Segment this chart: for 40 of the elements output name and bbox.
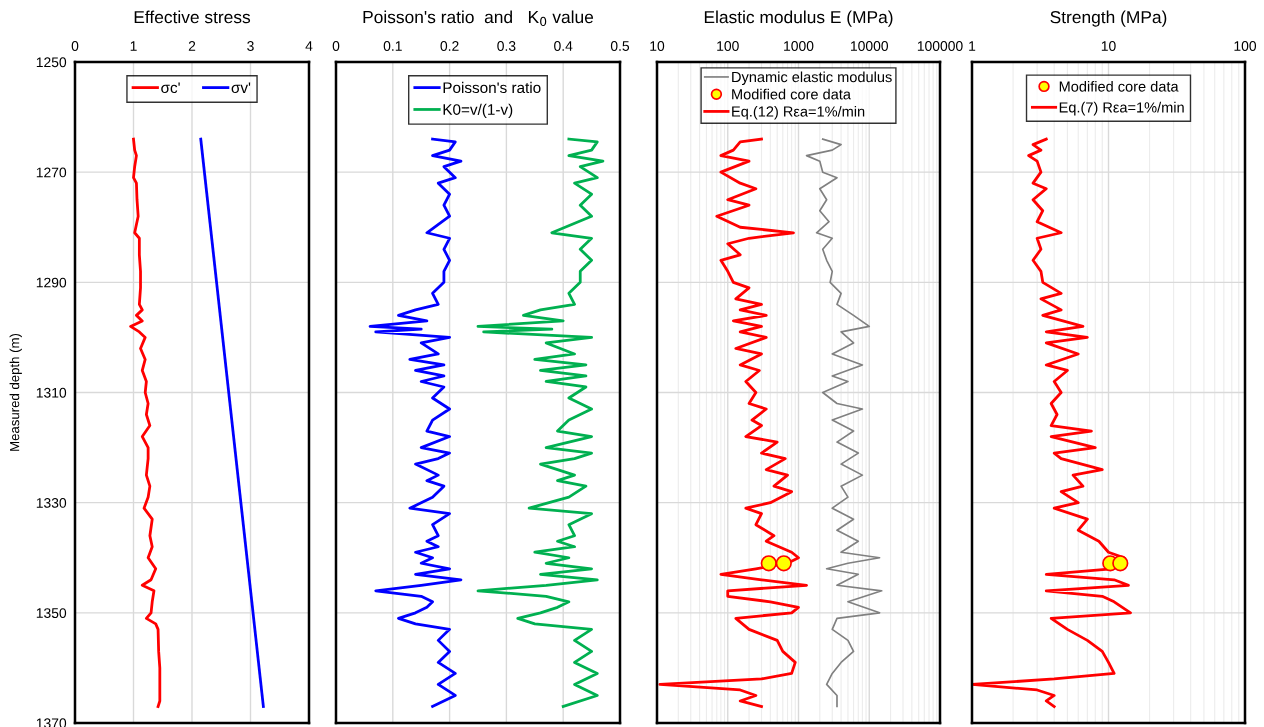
chart-title: Poisson's ratio and K$_{0}$ value	[363, 10, 594, 27]
x-tick-label: 1	[969, 41, 976, 51]
x-tick-label: 0.5	[610, 41, 630, 51]
x-tick-label: 2	[188, 41, 196, 51]
y-tick-label: 1250	[36, 57, 67, 68]
line-series	[129, 137, 162, 708]
y-tick-label: 1290	[36, 277, 67, 288]
legend-label: σc'	[161, 82, 180, 94]
legend-label: Dynamic elastic modulus	[732, 71, 892, 86]
y-tick-label: 1310	[36, 387, 67, 398]
legend-label: K0=v/(1-v)	[443, 103, 513, 118]
x-tick-label: 10	[1101, 41, 1116, 51]
x-tick-label: 0.1	[383, 41, 402, 51]
y-axis-title: Measured depth (m)	[9, 333, 22, 451]
x-tick-label: 0	[71, 41, 79, 51]
y-tick-label: 1330	[36, 498, 67, 508]
chart-title: Strength (MPa)	[1050, 10, 1167, 27]
legend-label: σv'	[231, 82, 251, 94]
x-tick-label: 0.4	[554, 41, 573, 51]
x-tick-label: 1	[130, 41, 137, 51]
x-tick-label: 0.2	[440, 41, 459, 51]
x-tick-label: 4	[305, 41, 313, 51]
legend-label: Poisson's ratio	[443, 81, 541, 94]
y-tick-label: 1350	[36, 608, 67, 618]
x-tick-label: 3	[247, 41, 254, 51]
legend-label: Modified core data	[732, 88, 851, 100]
y-tick-label: 1270	[36, 167, 67, 178]
legend-label: Modified core data	[1059, 80, 1179, 92]
legend-label: Eq.(12) Rεa=1%/min	[732, 105, 865, 120]
x-tick-label: 100	[717, 41, 739, 51]
chart-title: Effective stress	[134, 10, 251, 24]
x-tick-label: 0	[332, 41, 340, 51]
x-tick-label: 10	[650, 41, 665, 51]
legend-label: Eq.(7) Rεa=1%/min	[1059, 101, 1184, 116]
x-tick-label: 1000	[784, 41, 814, 51]
x-tick-label: 100000	[917, 41, 963, 51]
x-tick-label: 100	[1234, 41, 1257, 51]
chart-title: Elastic modulus E (MPa)	[704, 10, 893, 27]
x-tick-label: 10000	[851, 41, 889, 51]
x-tick-label: 0.3	[497, 41, 516, 51]
